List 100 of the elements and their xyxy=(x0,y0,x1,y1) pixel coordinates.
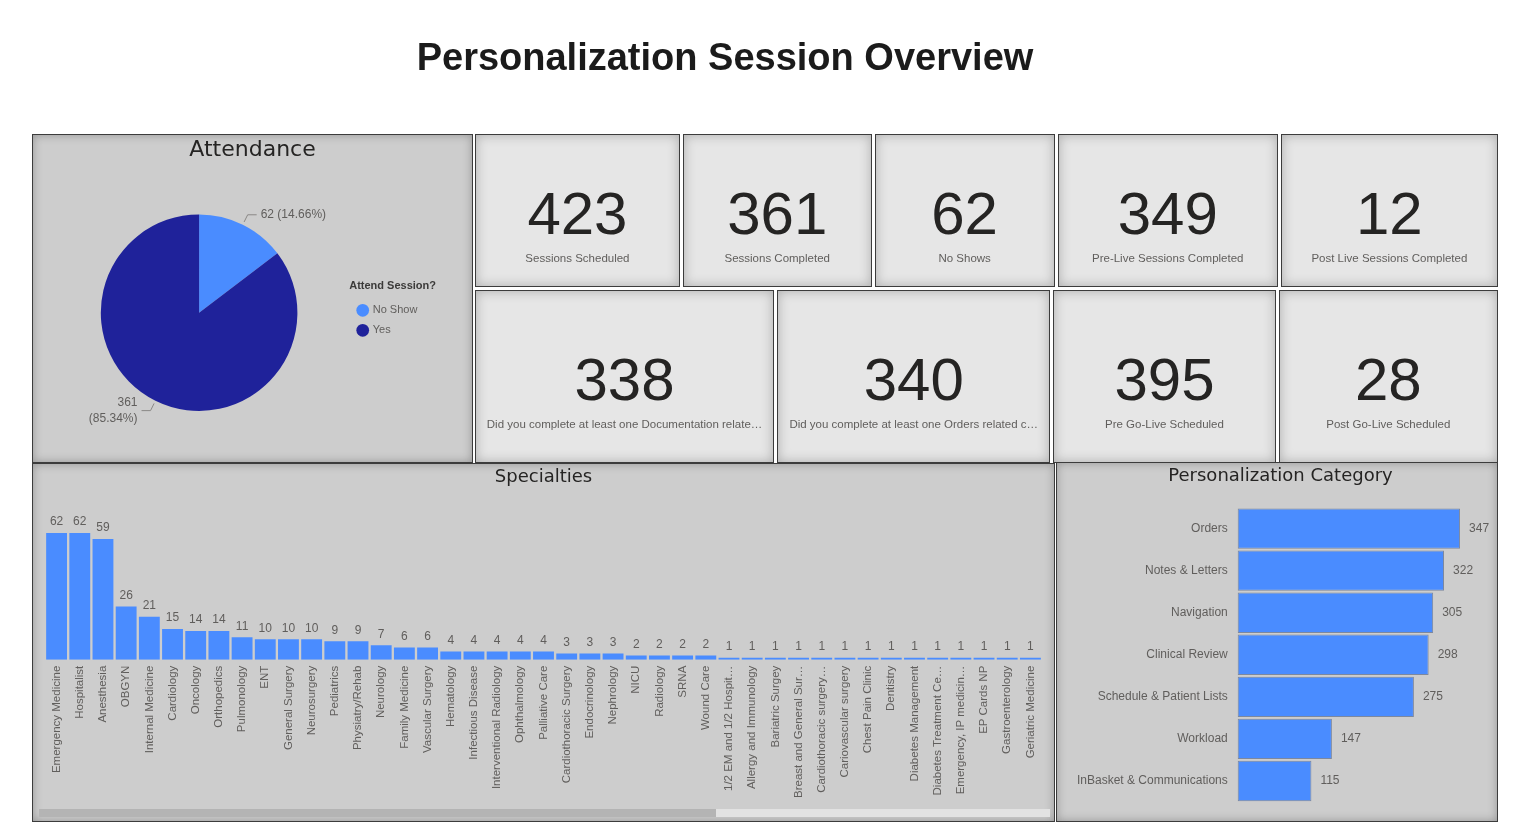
data-label: 1 xyxy=(887,638,895,653)
x-tick-label: Anesthesia xyxy=(96,665,109,723)
category-label: Pre Go-Live Scheduled xyxy=(1105,417,1224,430)
x-tick-label: Family Medicine xyxy=(397,665,410,749)
x-tick-label: NICU xyxy=(629,665,642,694)
data-label: 361 (85.34%) xyxy=(88,394,138,425)
data-label: 4 xyxy=(493,632,501,647)
x-tick-label: Radiology xyxy=(652,665,665,717)
x-tick-label: Emergency, IP medicin… xyxy=(954,665,967,795)
data-label: 3 xyxy=(609,634,617,649)
y-tick-label: InBasket & Communications xyxy=(1077,773,1228,788)
x-tick-label: Pulmonology xyxy=(235,665,248,733)
x-tick-label: Neurology xyxy=(374,665,387,719)
bar xyxy=(417,647,438,660)
x-tick-label: Interventional Radiology xyxy=(490,665,503,790)
category-label: Did you complete at least one Documentation relate… xyxy=(486,417,763,430)
x-tick-label: Ophthalmology xyxy=(513,665,526,744)
data-label: 4 xyxy=(540,632,548,647)
bar xyxy=(69,532,91,660)
x-tick-label: Dentistry xyxy=(884,665,897,712)
data-label: 9 xyxy=(354,622,362,637)
data-label: 1 xyxy=(795,638,803,653)
data-label: 14 xyxy=(212,612,226,627)
data-label: 275 xyxy=(1422,689,1444,704)
data-label: 2 xyxy=(632,636,640,651)
legend-title: Attend Session? xyxy=(349,279,437,292)
x-tick-label: Breast and General Sur… xyxy=(791,665,804,799)
data-label: 347 xyxy=(1469,520,1490,535)
chart-title: Personalization Category xyxy=(1168,464,1394,486)
data-label: 423 xyxy=(527,179,628,247)
x-tick-label: Chest Pain Clinic xyxy=(861,665,874,754)
bar xyxy=(301,639,323,660)
data-label: 1 xyxy=(957,638,965,653)
x-tick-label: Emergency Medicine xyxy=(49,665,62,774)
data-label: 3 xyxy=(586,634,594,649)
x-tick-label: 1/2 EM and 1/2 Hospit… xyxy=(722,665,735,791)
data-label: 62 xyxy=(49,514,64,529)
x-tick-label: Allergy and Immunology xyxy=(745,665,758,790)
data-label: 7 xyxy=(377,626,385,641)
bar xyxy=(278,639,299,660)
category-label: Post Go-Live Scheduled xyxy=(1326,417,1451,430)
data-label: 1 xyxy=(725,638,733,653)
bar xyxy=(324,641,346,660)
data-label: 4 xyxy=(516,632,524,647)
x-tick-label: Diabetes Treatment Ce… xyxy=(930,665,943,796)
data-label: 115 xyxy=(1320,773,1340,788)
bar xyxy=(138,616,160,660)
x-tick-label: Diabetes Management xyxy=(907,664,920,782)
data-label: 28 xyxy=(1354,345,1422,413)
data-label: 62 xyxy=(931,179,998,247)
data-label: 1 xyxy=(818,638,826,653)
bar xyxy=(92,539,114,660)
data-label: 1 xyxy=(864,638,872,653)
x-tick-label: Wound Care xyxy=(698,665,711,731)
x-tick-label: Hospitalist xyxy=(72,664,85,719)
data-label: 322 xyxy=(1453,563,1474,577)
data-label: 349 xyxy=(1117,179,1218,247)
data-label: 1 xyxy=(1027,638,1035,653)
x-tick-label: Neurosurgery xyxy=(304,665,317,736)
data-label: 10 xyxy=(258,620,273,635)
legend-label: No Show xyxy=(372,303,418,316)
data-label: 1 xyxy=(934,638,942,653)
x-tick-label: ENT xyxy=(258,665,271,689)
x-tick-label: Physiatry/Rehab xyxy=(351,665,364,751)
data-label: 2 xyxy=(656,636,664,651)
data-label: 10 xyxy=(281,620,296,635)
x-tick-label: Palliative Care xyxy=(536,665,549,740)
bar xyxy=(208,631,230,660)
bar xyxy=(162,629,183,660)
x-tick-label: Oncology xyxy=(188,665,201,715)
x-tick-label: EP Cards NP xyxy=(977,665,990,734)
data-label: 2 xyxy=(679,636,687,651)
data-label: 2 xyxy=(702,636,710,651)
x-tick-label: OBGYN xyxy=(119,665,132,708)
y-tick-label: Clinical Review xyxy=(1146,647,1229,662)
data-label: 1 xyxy=(1003,638,1011,653)
data-label: 15 xyxy=(165,610,180,625)
chart-title: Specialties xyxy=(494,465,593,487)
x-tick-label: Cardiology xyxy=(165,665,178,721)
x-tick-label: Cardiothoracic Surgery xyxy=(559,665,572,784)
data-label: 1 xyxy=(841,638,849,653)
data-label: 298 xyxy=(1437,647,1458,662)
data-label: 12 xyxy=(1356,179,1423,247)
data-label: 147 xyxy=(1340,731,1362,746)
bar xyxy=(347,641,369,660)
data-label: 10 xyxy=(304,620,319,635)
x-tick-label: Gastroenterology xyxy=(1000,665,1013,754)
data-label: 62 xyxy=(73,514,87,529)
category-label: Sessions Completed xyxy=(724,251,830,264)
x-tick-label: Orthopedics xyxy=(212,665,225,728)
data-label: 6 xyxy=(424,628,432,643)
data-label: 305 xyxy=(1442,605,1463,620)
x-tick-label: Cariovascular surgery xyxy=(838,665,851,778)
x-tick-label: General Surgery xyxy=(281,665,294,751)
text: Personalization Session Overview xyxy=(416,36,1034,78)
data-label: 14 xyxy=(189,612,203,627)
data-label: 9 xyxy=(331,622,339,637)
data-label: 4 xyxy=(470,632,478,647)
y-tick-label: Workload xyxy=(1177,731,1228,746)
category-label: Sessions Scheduled xyxy=(525,251,630,264)
